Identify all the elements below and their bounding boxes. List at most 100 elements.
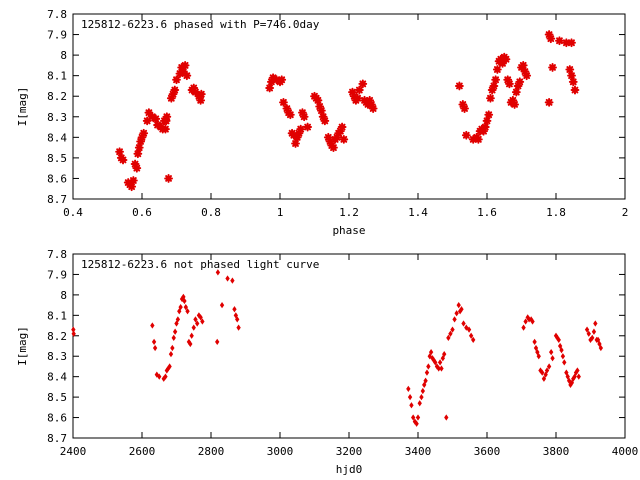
data-point — [219, 301, 225, 309]
data-point — [174, 320, 179, 327]
data-point — [358, 79, 368, 89]
data-point — [480, 122, 490, 132]
data-point — [134, 143, 144, 153]
data-point — [353, 93, 363, 103]
data-point — [566, 377, 572, 384]
data-point — [171, 334, 176, 341]
data-point — [161, 124, 170, 134]
data-point — [180, 60, 190, 70]
x-tick-label: 4000 — [612, 445, 639, 458]
data-point — [420, 387, 425, 395]
data-point — [510, 100, 519, 109]
y-tick-label: 8.6 — [47, 172, 67, 185]
data-point — [464, 324, 469, 331]
data-points — [115, 30, 580, 192]
data-point — [541, 375, 547, 382]
data-points — [71, 269, 604, 427]
x-tick-label: 1.6 — [477, 206, 497, 219]
data-point — [426, 363, 431, 370]
data-point — [151, 338, 157, 346]
data-point — [460, 104, 469, 113]
y-tick-label: 7.8 — [47, 8, 67, 21]
data-point — [565, 65, 575, 74]
data-point — [200, 318, 205, 325]
data-point — [195, 320, 200, 327]
data-point — [559, 346, 564, 354]
data-point — [501, 54, 511, 64]
plot-unphased-light-curve: 2400 2600 2800 3000 3200 3400 3600 3800 4000 7.8 7… — [16, 248, 638, 476]
x-tick-label: 1.2 — [339, 206, 359, 219]
y-tick-label: 7.9 — [47, 268, 67, 281]
data-point — [505, 79, 514, 89]
data-point — [191, 324, 196, 331]
x-tick-label: 3800 — [543, 445, 570, 458]
data-point — [482, 116, 492, 126]
data-point — [543, 371, 548, 378]
data-point — [569, 379, 575, 386]
x-tick-label: 3600 — [474, 445, 501, 458]
data-point — [299, 112, 309, 122]
x-tick-label: 1.4 — [408, 206, 428, 219]
data-point — [450, 326, 455, 333]
data-point — [265, 83, 275, 93]
data-point — [215, 269, 221, 276]
data-point — [142, 116, 152, 126]
data-point — [560, 353, 566, 360]
x-tick-label: 3200 — [336, 445, 363, 458]
data-point — [489, 81, 499, 91]
data-point — [118, 155, 128, 165]
y-axis-label: I[mag] — [16, 326, 29, 366]
data-point — [152, 344, 158, 352]
data-point — [196, 89, 206, 99]
data-point — [230, 277, 235, 284]
y-axis-label: I[mag] — [16, 87, 29, 127]
data-point — [446, 334, 451, 341]
data-point — [439, 365, 444, 372]
data-point — [518, 60, 528, 70]
data-point — [456, 301, 461, 309]
data-point — [406, 385, 411, 393]
data-point — [498, 58, 507, 68]
y-tick-label: 8.7 — [47, 193, 67, 206]
data-point — [444, 414, 449, 421]
y-tick-label: 8.7 — [47, 432, 67, 445]
data-point — [193, 316, 198, 323]
data-point — [337, 122, 347, 132]
x-tick-label: 2600 — [129, 445, 156, 458]
data-point — [419, 393, 424, 401]
y-tick-label: 8.2 — [47, 90, 67, 103]
data-point — [590, 334, 595, 341]
data-point — [170, 85, 180, 95]
data-point — [544, 367, 550, 374]
data-point — [133, 149, 143, 159]
data-point — [167, 363, 172, 370]
data-point — [236, 324, 241, 331]
data-point — [549, 349, 554, 356]
data-point — [233, 312, 239, 319]
y-tick-label: 8 — [60, 289, 67, 302]
plot-title: 125812-6223.6 phased with P=746.0day — [81, 18, 320, 31]
data-point — [339, 134, 349, 144]
data-point — [461, 130, 471, 140]
data-point — [225, 275, 230, 282]
data-point — [414, 420, 419, 427]
data-point — [178, 304, 183, 311]
data-point — [565, 373, 570, 380]
data-point — [567, 71, 576, 81]
data-point — [313, 95, 323, 105]
data-point — [546, 34, 556, 44]
data-point — [523, 318, 528, 325]
x-tick-label: 0.4 — [63, 206, 83, 219]
data-point — [185, 308, 190, 315]
data-point — [546, 363, 552, 370]
data-point — [593, 320, 598, 327]
data-point — [71, 330, 76, 337]
data-point — [354, 85, 364, 95]
data-point — [461, 320, 466, 327]
data-point — [562, 359, 567, 366]
data-point — [572, 373, 577, 380]
x-tick-label: 2400 — [60, 445, 87, 458]
data-point — [132, 163, 142, 173]
y-tick-label: 8.3 — [47, 350, 67, 363]
data-point — [535, 349, 540, 356]
